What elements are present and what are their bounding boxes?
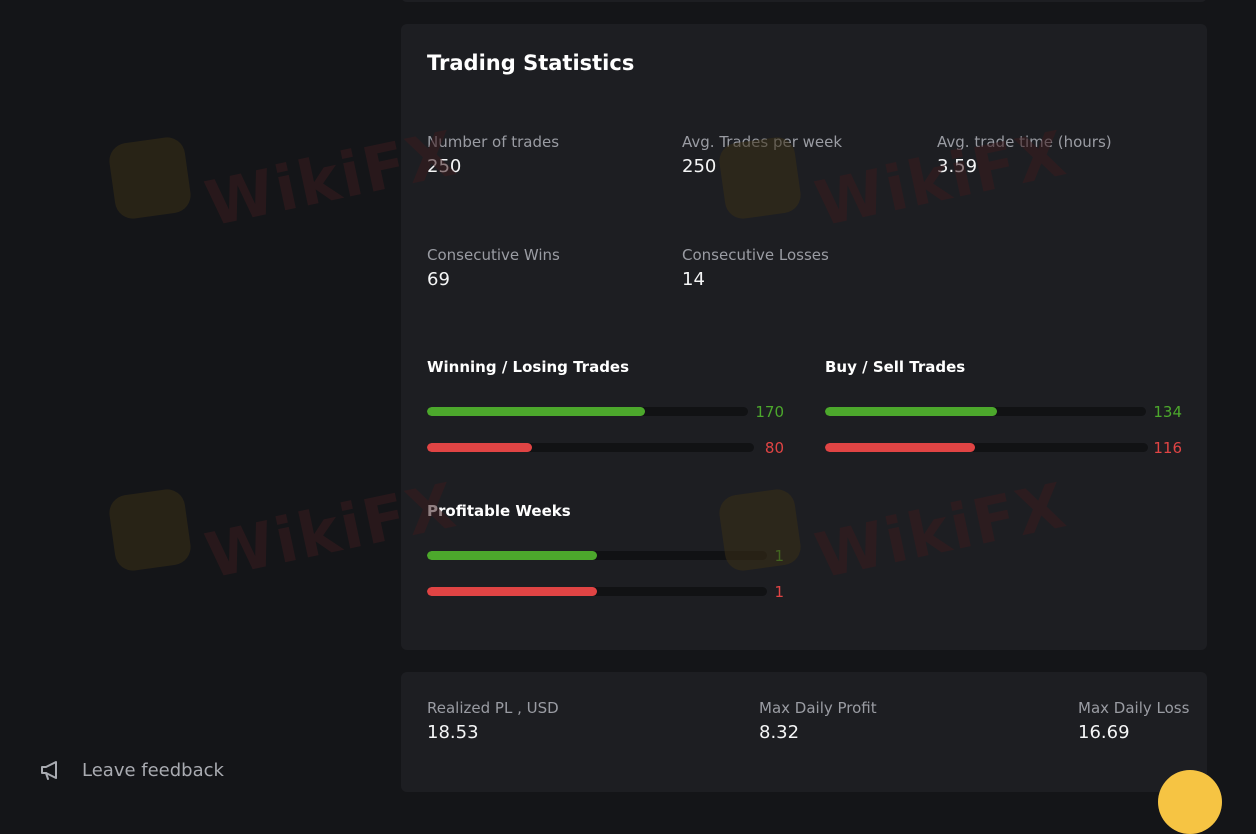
stat-label: Max Daily Profit	[759, 699, 877, 717]
bar-track	[427, 407, 748, 416]
losing-trades-bar: 80	[427, 438, 784, 458]
buy-sell-title: Buy / Sell Trades	[825, 358, 966, 376]
stat-realized-pl: Realized PL , USD 18.53	[427, 698, 559, 745]
bar-track	[825, 407, 1146, 416]
bar-track	[427, 443, 754, 452]
bar-track	[825, 443, 1148, 452]
previous-card-edge	[401, 0, 1207, 2]
trading-statistics-card: Trading Statistics Number of trades 250 …	[401, 24, 1207, 650]
stat-label: Realized PL , USD	[427, 699, 559, 717]
winning-losing-title: Winning / Losing Trades	[427, 358, 630, 376]
bar-track	[427, 587, 767, 596]
stat-value: 250	[682, 156, 717, 177]
bar-fill-unprofitable	[427, 587, 597, 596]
stat-avg-trade-time: Avg. trade time (hours) 3.59	[937, 132, 1112, 179]
watermark-logo-icon	[107, 487, 193, 573]
profitable-weeks-title: Profitable Weeks	[427, 502, 571, 520]
stat-max-daily-loss: Max Daily Loss 16.69	[1078, 698, 1189, 745]
bar-track	[427, 551, 767, 560]
pl-summary-card: Realized PL , USD 18.53 Max Daily Profit…	[401, 672, 1207, 792]
bar-fill-winning	[427, 407, 646, 416]
bar-fill-sell	[825, 443, 975, 452]
stat-avg-trades-per-week: Avg. Trades per week 250	[682, 132, 842, 179]
stat-label: Max Daily Loss	[1078, 699, 1190, 717]
bar-fill-losing	[427, 443, 532, 452]
unprofitable-weeks-count: 1	[774, 583, 784, 601]
trading-statistics-title: Trading Statistics	[427, 51, 635, 75]
stat-value: 250	[427, 156, 462, 177]
stat-consecutive-losses: Consecutive Losses 14	[682, 245, 829, 292]
stat-label: Avg. Trades per week	[682, 133, 843, 151]
megaphone-icon	[41, 761, 57, 780]
stat-consecutive-wins: Consecutive Wins 69	[427, 245, 560, 292]
stat-label: Consecutive Losses	[682, 246, 829, 264]
winning-trades-bar: 170	[427, 402, 784, 422]
stat-label: Number of trades	[427, 133, 560, 151]
profitable-weeks-count: 1	[774, 547, 784, 565]
leave-feedback-label: Leave feedback	[82, 759, 224, 781]
stat-label: Consecutive Wins	[427, 246, 560, 264]
stat-value: 8.32	[759, 722, 800, 743]
stat-value: 14	[682, 269, 705, 290]
stat-max-daily-profit: Max Daily Profit 8.32	[759, 698, 877, 745]
stat-number-of-trades: Number of trades 250	[427, 132, 559, 179]
leave-feedback-link[interactable]: Leave feedback	[38, 758, 224, 782]
winning-trades-count: 170	[755, 403, 784, 421]
stat-label: Avg. trade time (hours)	[937, 133, 1112, 151]
stat-value: 18.53	[427, 722, 479, 743]
bar-fill-profitable	[427, 551, 597, 560]
losing-trades-count: 80	[764, 439, 784, 457]
buy-trades-bar: 134	[825, 402, 1182, 422]
buy-trades-count: 134	[1153, 403, 1182, 421]
sell-trades-bar: 116	[825, 438, 1182, 458]
stat-value: 69	[427, 269, 450, 290]
stat-value: 3.59	[937, 156, 978, 177]
bar-fill-buy	[825, 407, 998, 416]
profitable-weeks-bar: 1	[427, 546, 784, 566]
watermark-logo-icon	[107, 135, 193, 221]
stat-value: 16.69	[1078, 722, 1130, 743]
sell-trades-count: 116	[1153, 439, 1182, 457]
unprofitable-weeks-bar: 1	[427, 582, 784, 602]
